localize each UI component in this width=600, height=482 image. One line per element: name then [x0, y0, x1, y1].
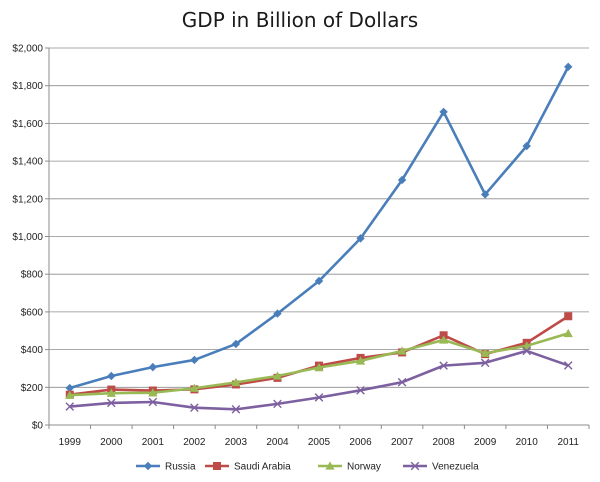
legend-label-norway: Norway	[347, 462, 381, 473]
data-point-venezuela	[439, 361, 448, 370]
legend-marker-norway	[325, 461, 335, 470]
gridlines	[49, 47, 589, 388]
y-tick-label: $0	[32, 421, 44, 432]
x-tick-label: 2006	[349, 437, 372, 448]
data-point-norway	[272, 371, 283, 380]
x-marker-stroke	[65, 402, 75, 411]
x-tick-labels: 1999 2000 2001 2002 2003 2004 2005 2006 2007 2008…	[59, 437, 580, 448]
y-tick-label: $1,800	[12, 81, 43, 92]
x-tick-label: 2007	[391, 437, 414, 448]
data-point-norway	[355, 356, 366, 365]
data-point-venezuela	[231, 405, 241, 414]
data-point-norway	[314, 362, 324, 372]
data-point-venezuela	[397, 377, 407, 387]
data-point-norway	[439, 335, 449, 344]
data-point-venezuela	[107, 398, 116, 408]
data-point-russia	[107, 371, 116, 381]
data-point-venezuela	[65, 402, 75, 411]
data-point-russia	[314, 276, 324, 286]
x-tick-label: 2005	[308, 437, 331, 448]
data-point-venezuela	[563, 361, 573, 370]
x-tick-label: 1999	[59, 437, 82, 448]
y-tick-label: $1,000	[12, 232, 43, 243]
series-line-russia	[69, 66, 570, 390]
data-point-norway	[480, 348, 490, 357]
y-tick-label: $600	[21, 307, 44, 318]
y-tick-labels: $0 $200 $400 $600 $800 $1,000 $1,200 $1,400 $1,6…	[12, 44, 43, 432]
series-line-saudi-arabia	[69, 315, 569, 396]
x-marker-stroke	[231, 405, 241, 414]
y-tick-label: $2,000	[12, 44, 43, 55]
x-tick-label: 2000	[100, 437, 123, 448]
data-point-norway	[148, 388, 158, 397]
data-point-venezuela	[314, 393, 324, 402]
x-marker-stroke	[356, 386, 365, 395]
data-point-norway	[231, 377, 241, 387]
y-tick-label: $200	[21, 383, 44, 394]
data-point-venezuela	[148, 397, 158, 407]
x-marker-stroke	[480, 358, 490, 368]
x-marker-stroke	[563, 361, 573, 370]
x-marker-stroke	[273, 399, 282, 409]
x-tick-label: 2010	[516, 437, 539, 448]
data-point-norway	[189, 383, 199, 392]
x-tick-label: 2004	[266, 437, 289, 448]
data-point-norway	[522, 341, 532, 350]
data-point-norway	[65, 390, 75, 399]
x-tick-label: 2002	[183, 437, 206, 448]
x-marker-stroke	[439, 361, 448, 370]
data-point-russia	[439, 107, 448, 117]
data-point-russia	[480, 190, 490, 199]
data-point-venezuela	[273, 399, 282, 409]
data-point-russia	[273, 309, 282, 318]
x-tick-label: 2011	[557, 437, 579, 448]
x-marker-stroke	[190, 403, 199, 412]
data-point-venezuela	[480, 358, 490, 368]
x-marker-stroke	[410, 461, 420, 471]
data-point-venezuela	[522, 346, 531, 356]
y-tick-label: $1,400	[12, 157, 43, 168]
chart-title: GDP in Billion of Dollars	[181, 8, 419, 32]
x-tick-label: 2009	[474, 437, 497, 448]
data-point-venezuela	[190, 403, 199, 412]
y-tick-label: $400	[21, 345, 44, 356]
x-marker-stroke	[397, 377, 407, 387]
data-point-venezuela	[356, 386, 365, 395]
y-tick-label: $1,600	[12, 119, 43, 130]
legend-marker-saudi-arabia	[213, 462, 221, 470]
legend-label-russia: Russia	[165, 462, 196, 473]
data-point-russia	[564, 62, 573, 72]
axes	[45, 47, 590, 429]
data-point-russia	[397, 175, 407, 185]
legend-marker-russia	[143, 461, 153, 471]
data-point-russia	[231, 339, 241, 349]
x-marker-stroke	[148, 397, 158, 407]
x-tick-label: 2001	[142, 437, 165, 448]
x-marker-stroke	[522, 346, 531, 356]
legend: Russia Saudi Arabia Norway Venezuela	[136, 461, 479, 473]
legend-marker-venezuela	[410, 461, 420, 471]
y-tick-label: $800	[21, 270, 44, 281]
data-point-saudi-arabia	[439, 331, 448, 340]
data-point-russia	[148, 362, 158, 372]
data-point-norway	[106, 388, 116, 397]
data-point-saudi-arabia	[564, 312, 573, 321]
data-point-russia	[356, 234, 365, 243]
data-point-russia	[522, 141, 531, 151]
data-point-norway	[397, 346, 407, 355]
x-marker-stroke	[314, 393, 324, 402]
legend-label-venezuela: Venezuela	[432, 462, 479, 473]
data-point-russia	[65, 383, 74, 393]
series-lines	[65, 62, 573, 414]
y-tick-label: $1,200	[12, 194, 43, 205]
legend-label-saudi-arabia: Saudi Arabia	[234, 462, 291, 473]
x-marker-stroke	[107, 398, 116, 408]
data-point-russia	[190, 355, 199, 365]
x-tick-label: 2003	[225, 437, 248, 448]
data-point-norway	[563, 328, 573, 338]
x-tick-label: 2008	[432, 437, 455, 448]
series-line-venezuela	[69, 349, 569, 411]
